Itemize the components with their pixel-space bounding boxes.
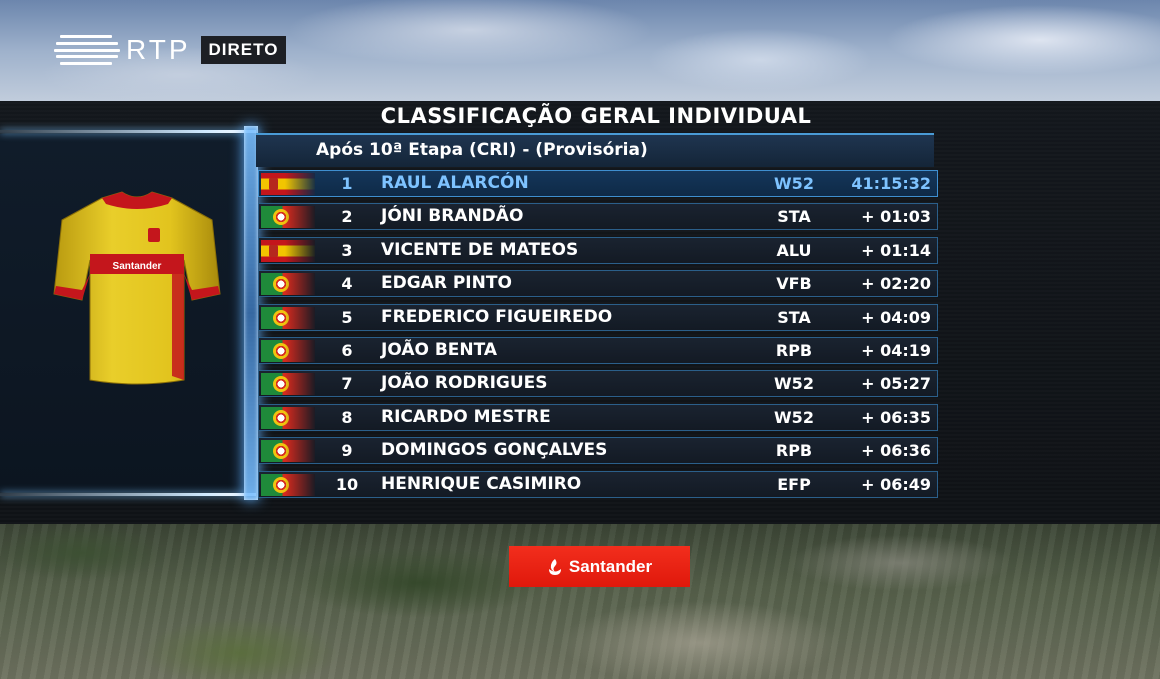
time-cell: + 04:09 xyxy=(861,307,931,327)
team-cell: W52 xyxy=(774,407,814,427)
team-cell: ALU xyxy=(776,240,812,260)
time-cell: + 01:14 xyxy=(861,240,931,260)
table-row: 4 EDGAR PINTO VFB + 02:20 xyxy=(258,270,938,298)
table-row: 3 VICENTE DE MATEOS ALU + 01:14 xyxy=(258,236,938,264)
rider-name-cell: RICARDO MESTRE xyxy=(381,406,551,427)
rider-name-cell: DOMINGOS GONÇALVES xyxy=(381,440,608,461)
portugal-flag-icon xyxy=(261,406,315,429)
sky-background xyxy=(0,0,1160,104)
panel-subtitle: Após 10ª Etapa (CRI) - (Provisória) xyxy=(316,140,648,160)
rank-cell: 9 xyxy=(341,441,353,461)
rider-name-cell: RAUL ALARCÓN xyxy=(381,173,529,193)
table-row: 6 JOÃO BENTA RPB + 04:19 xyxy=(258,336,938,364)
table-row: 1 RAUL ALARCÓN W52 41:15:32 xyxy=(258,170,938,197)
rank-cell: 5 xyxy=(341,307,353,327)
rtp-logo-text: RTP xyxy=(126,34,191,65)
time-cell: + 02:20 xyxy=(861,274,931,294)
time-cell: + 06:35 xyxy=(861,407,931,427)
rtp-lines-icon xyxy=(54,35,120,65)
rank-cell: 6 xyxy=(341,340,353,360)
rider-name-cell: JOÃO BENTA xyxy=(381,339,498,360)
rank-cell: 1 xyxy=(341,174,353,193)
jersey-sponsor-text: Santander xyxy=(113,261,162,272)
time-cell: + 06:49 xyxy=(861,474,931,494)
santander-flame-icon xyxy=(548,558,561,575)
time-cell: + 01:03 xyxy=(861,207,931,227)
glow-line-top xyxy=(0,130,256,133)
team-cell: RPB xyxy=(775,340,813,360)
rtp-logo: RTP DIRETO xyxy=(54,33,287,67)
spain-flag-icon xyxy=(261,173,315,195)
table-row: 5 FREDERICO FIGUEIREDO STA + 04:09 xyxy=(258,303,938,331)
time-cell: + 05:27 xyxy=(861,374,931,394)
sponsor-banner: Santander xyxy=(509,546,690,587)
time-cell: + 06:36 xyxy=(861,441,931,461)
team-cell: EFP xyxy=(777,474,811,494)
rider-name-cell: FREDERICO FIGUEIREDO xyxy=(381,306,613,327)
rank-cell: 4 xyxy=(341,274,353,294)
team-cell: VFB xyxy=(776,274,812,294)
portugal-flag-icon xyxy=(261,373,315,396)
time-cell: 41:15:32 xyxy=(851,174,931,193)
subtitle-bar: Após 10ª Etapa (CRI) - (Provisória) xyxy=(256,133,934,167)
spain-flag-icon xyxy=(261,239,315,262)
team-cell: RPB xyxy=(775,441,813,461)
rider-name-cell: HENRIQUE CASIMIRO xyxy=(381,473,582,494)
portugal-flag-icon xyxy=(261,440,315,463)
standings-list: 1 RAUL ALARCÓN W52 41:15:32 2 JÓNI BRANDÃO STA… xyxy=(258,170,938,504)
portugal-flag-icon xyxy=(261,306,315,329)
live-badge: DIRETO xyxy=(200,36,287,64)
table-row: 8 RICARDO MESTRE W52 + 06:35 xyxy=(258,403,938,431)
table-row: 7 JOÃO RODRIGUES W52 + 05:27 xyxy=(258,370,938,398)
rank-cell: 10 xyxy=(335,474,359,494)
team-cell: W52 xyxy=(774,174,814,193)
rank-cell: 8 xyxy=(341,407,353,427)
leader-jersey-icon: Santander xyxy=(53,191,221,385)
rider-name-cell: JÓNI BRANDÃO xyxy=(381,206,524,227)
panel-title: CLASSIFICAÇÃO GERAL INDIVIDUAL xyxy=(380,104,812,128)
rider-name-cell: VICENTE DE MATEOS xyxy=(381,239,579,260)
portugal-flag-icon xyxy=(261,473,315,496)
portugal-flag-icon xyxy=(261,273,315,296)
rank-cell: 2 xyxy=(341,207,353,227)
portugal-flag-icon xyxy=(261,339,315,362)
table-row: 10 HENRIQUE CASIMIRO EFP + 06:49 xyxy=(258,470,938,498)
table-row: 9 DOMINGOS GONÇALVES RPB + 06:36 xyxy=(258,437,938,465)
rank-cell: 3 xyxy=(341,240,353,260)
portugal-flag-icon xyxy=(261,206,315,229)
table-row: 2 JÓNI BRANDÃO STA + 01:03 xyxy=(258,203,938,231)
rider-name-cell: JOÃO RODRIGUES xyxy=(381,373,548,394)
team-cell: STA xyxy=(777,207,811,227)
glow-line-vertical xyxy=(244,126,258,500)
time-cell: + 04:19 xyxy=(861,340,931,360)
rider-name-cell: EDGAR PINTO xyxy=(381,273,512,294)
sponsor-label: Santander xyxy=(568,556,653,576)
rank-cell: 7 xyxy=(341,374,353,394)
team-cell: W52 xyxy=(774,374,814,394)
glow-line-bottom xyxy=(0,493,256,496)
team-cell: STA xyxy=(777,307,811,327)
